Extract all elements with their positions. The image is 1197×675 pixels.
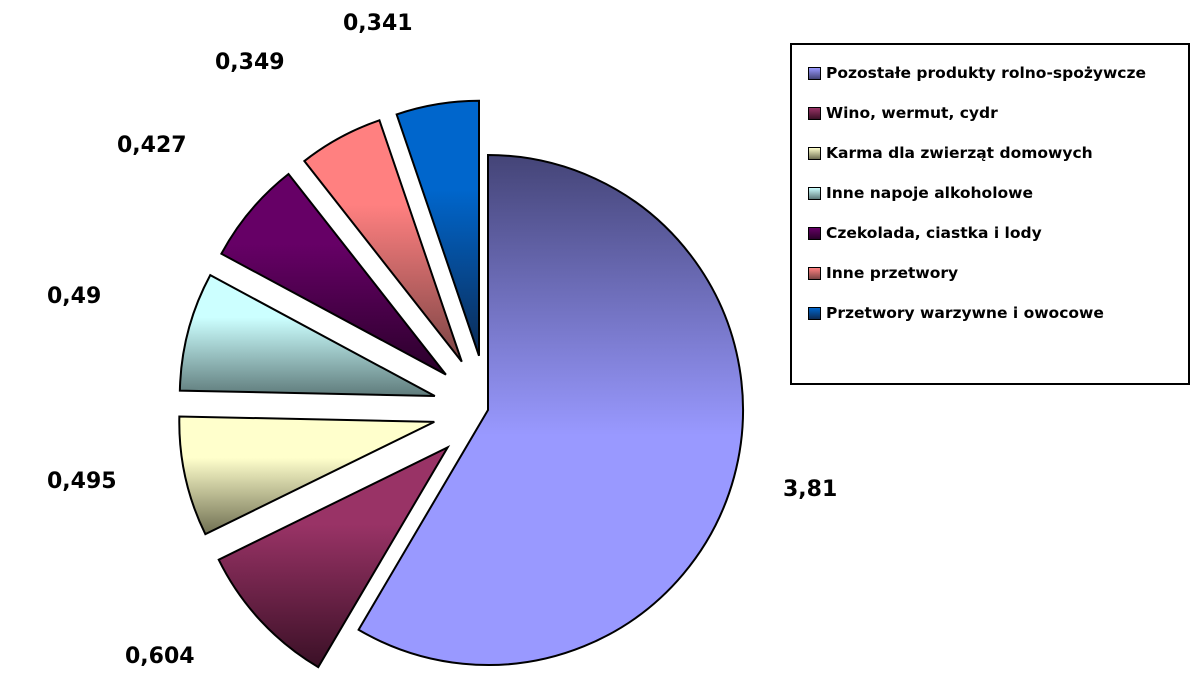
data-label-czekolada-ciastka-i-lody: 0,427 — [117, 133, 187, 158]
data-label-inne-przetwory: 0,349 — [215, 50, 285, 75]
legend-item-czekolada-ciastka-i-lody: Czekolada, ciastka i lody — [808, 221, 1042, 245]
legend-swatch — [808, 306, 821, 320]
data-label-pozostale-produkty-rolno-spozywcze: 3,81 — [783, 477, 837, 502]
legend-swatch — [808, 106, 821, 120]
data-label-wino-wermut-cydr: 0,604 — [125, 644, 195, 669]
legend-item-inne-przetwory: Inne przetwory — [808, 261, 958, 285]
data-label-inne-napoje-alkoholowe: 0,49 — [47, 284, 101, 309]
legend-item-inne-napoje-alkoholowe: Inne napoje alkoholowe — [808, 181, 1033, 205]
legend-item-wino-wermut-cydr: Wino, wermut, cydr — [808, 101, 998, 125]
legend-label: Inne napoje alkoholowe — [826, 184, 1033, 202]
legend-label: Karma dla zwierząt domowych — [826, 144, 1093, 162]
legend-label: Czekolada, ciastka i lody — [826, 224, 1042, 242]
pie-data-labels: 3,81 0,604 0,495 0,49 0,427 0,349 0,341 — [47, 11, 837, 669]
legend-swatch — [808, 266, 821, 280]
legend-swatch — [808, 186, 821, 200]
legend-swatch — [808, 226, 821, 240]
chart-legend: Pozostałe produkty rolno-spożywcze Wino, … — [790, 43, 1190, 385]
pie-slice-czekolada-ciastka-i-lody — [220, 172, 447, 376]
pie-slice-inne-napoje-alkoholowe — [178, 273, 436, 397]
legend-item-karma-dla-zwierzat-domowych: Karma dla zwierząt domowych — [808, 141, 1093, 165]
pie-slice-wino-wermut-cydr — [217, 445, 451, 669]
pie-slice-pozostale-produkty-rolno-spozywcze — [357, 153, 744, 666]
data-label-przetwory-warzywne-i-owocowe: 0,341 — [343, 11, 413, 36]
legend-item-przetwory-warzywne-i-owocowe: Przetwory warzywne i owocowe — [808, 301, 1104, 325]
pie-slices — [178, 99, 744, 669]
pie-slice-karma-dla-zwierzat-domowych — [178, 415, 435, 536]
legend-label: Wino, wermut, cydr — [826, 104, 998, 122]
data-label-karma-dla-zwierzat-domowych: 0,495 — [47, 469, 117, 494]
legend-label: Przetwory warzywne i owocowe — [826, 304, 1104, 322]
legend-item-pozostale-produkty-rolno-spozywcze: Pozostałe produkty rolno-spożywcze — [808, 61, 1146, 85]
pie-slice-przetwory-warzywne-i-owocowe — [395, 99, 480, 357]
legend-swatch — [808, 146, 821, 160]
legend-label: Pozostałe produkty rolno-spożywcze — [826, 64, 1147, 82]
legend-label: Inne przetwory — [826, 264, 959, 282]
pie-slice-inne-przetwory — [302, 119, 463, 363]
legend-swatch — [808, 66, 821, 80]
